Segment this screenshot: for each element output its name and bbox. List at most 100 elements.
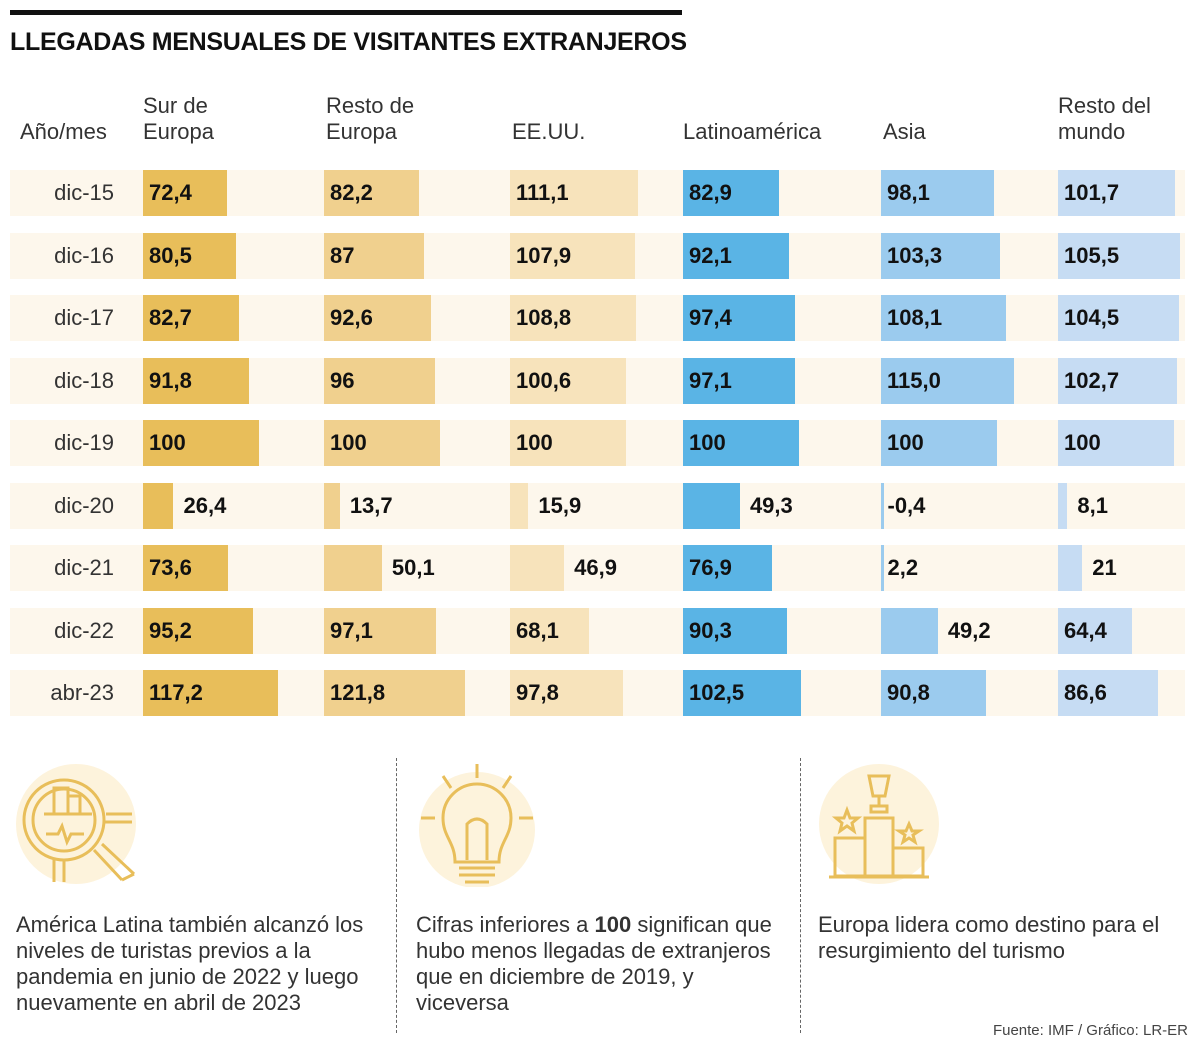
data-label: 90,8 (887, 680, 930, 705)
data-label: 73,6 (149, 555, 192, 580)
data-label: 68,1 (516, 617, 559, 643)
data-label: 15,9 (538, 492, 582, 518)
bar (881, 482, 884, 529)
data-label: 82,9 (689, 180, 732, 205)
bar (143, 420, 259, 466)
bar (510, 420, 626, 466)
note-text: significan que hubo menos llegadas de ex… (416, 912, 772, 1015)
bar (1058, 295, 1179, 341)
bar (324, 170, 419, 216)
bar (683, 482, 740, 529)
data-label: 103,3 (887, 242, 943, 268)
divider (396, 758, 397, 1033)
data-label: 91,8 (149, 367, 192, 393)
data-label: 111,1 (516, 180, 569, 205)
bar (510, 357, 627, 404)
data-label: 92,1 (689, 242, 732, 268)
column-header: Asia (883, 119, 926, 144)
bar (510, 482, 529, 529)
data-label: 104,5 (1064, 305, 1120, 330)
bar (324, 545, 382, 591)
bar (881, 420, 997, 466)
data-label: 80,5 (149, 242, 192, 268)
note-bold: 100 (594, 912, 632, 937)
bar (881, 170, 995, 216)
row-label: dic-22 (54, 617, 114, 643)
data-label: 46,9 (574, 555, 617, 580)
data-label: 102,7 (1064, 367, 1120, 393)
data-label: 64,4 (1064, 617, 1107, 643)
bar (324, 607, 437, 654)
bar (324, 670, 465, 716)
note-100-meaning: Cifras inferiores a 100 significan que h… (416, 912, 786, 1016)
row-header: Año/mes (20, 119, 107, 144)
data-label: 100 (149, 430, 186, 455)
bar (143, 482, 174, 529)
trophy-podium-icon (819, 764, 939, 884)
bar (324, 295, 431, 341)
row-label: abr-23 (50, 680, 114, 705)
bar (881, 232, 1001, 279)
data-label: 90,3 (689, 617, 732, 643)
top-rule (10, 10, 682, 15)
bar (143, 357, 250, 404)
bar (881, 545, 884, 591)
data-label: 82,7 (149, 305, 192, 330)
data-label: 96 (330, 367, 355, 393)
bar (1058, 670, 1159, 716)
data-label: 21 (1092, 555, 1117, 580)
data-label: 117,2 (149, 680, 203, 705)
lightbulb-icon (419, 764, 535, 887)
bar (324, 232, 425, 279)
bar (683, 607, 788, 654)
data-label: 115,0 (887, 367, 941, 393)
row-label: dic-20 (54, 492, 114, 518)
data-label: 26,4 (183, 492, 227, 518)
table-row (10, 482, 1185, 529)
data-label: 107,9 (516, 242, 572, 268)
bar (324, 482, 340, 529)
data-label: 49,3 (749, 492, 793, 518)
data-label: 100,6 (516, 367, 572, 393)
column-header: Resto de Europa (326, 93, 415, 144)
data-label: 2,2 (887, 555, 919, 580)
data-label: 86,6 (1064, 680, 1107, 705)
data-label: 108,1 (887, 305, 943, 330)
row-label: dic-16 (54, 242, 114, 268)
data-label: 87 (330, 242, 355, 268)
data-label: 100 (516, 430, 553, 455)
data-label: 98,1 (887, 180, 930, 205)
data-label: 76,9 (689, 555, 732, 580)
data-label: 97,8 (516, 680, 559, 705)
data-label: 121,8 (330, 680, 386, 705)
row-label: dic-15 (54, 180, 114, 205)
bar (1058, 482, 1068, 529)
bar (143, 170, 227, 216)
note-text: Cifras inferiores a (416, 912, 595, 937)
bar (881, 607, 938, 654)
bar (143, 232, 236, 279)
data-label: 72,4 (149, 180, 192, 205)
data-label: 101,7 (1064, 180, 1120, 205)
data-label: 49,2 (947, 617, 991, 643)
bar (510, 607, 589, 654)
bar (143, 295, 239, 341)
data-label: 8,1 (1077, 492, 1108, 518)
data-label: 97,1 (330, 617, 373, 643)
row-label: dic-17 (54, 305, 114, 330)
bar (683, 545, 772, 591)
data-label: 50,1 (391, 555, 435, 580)
bar (510, 295, 636, 341)
bar (683, 420, 799, 466)
bar (143, 607, 253, 654)
data-label: 100 (330, 430, 367, 455)
data-label: -0,4 (887, 492, 926, 518)
bar (510, 545, 565, 591)
data-label: 97,1 (689, 367, 732, 393)
note-europe: Europa lidera como destino para el resur… (818, 912, 1160, 963)
bar (683, 670, 802, 716)
bar (143, 670, 279, 716)
data-label: 100 (1064, 430, 1101, 455)
bar (510, 232, 635, 279)
